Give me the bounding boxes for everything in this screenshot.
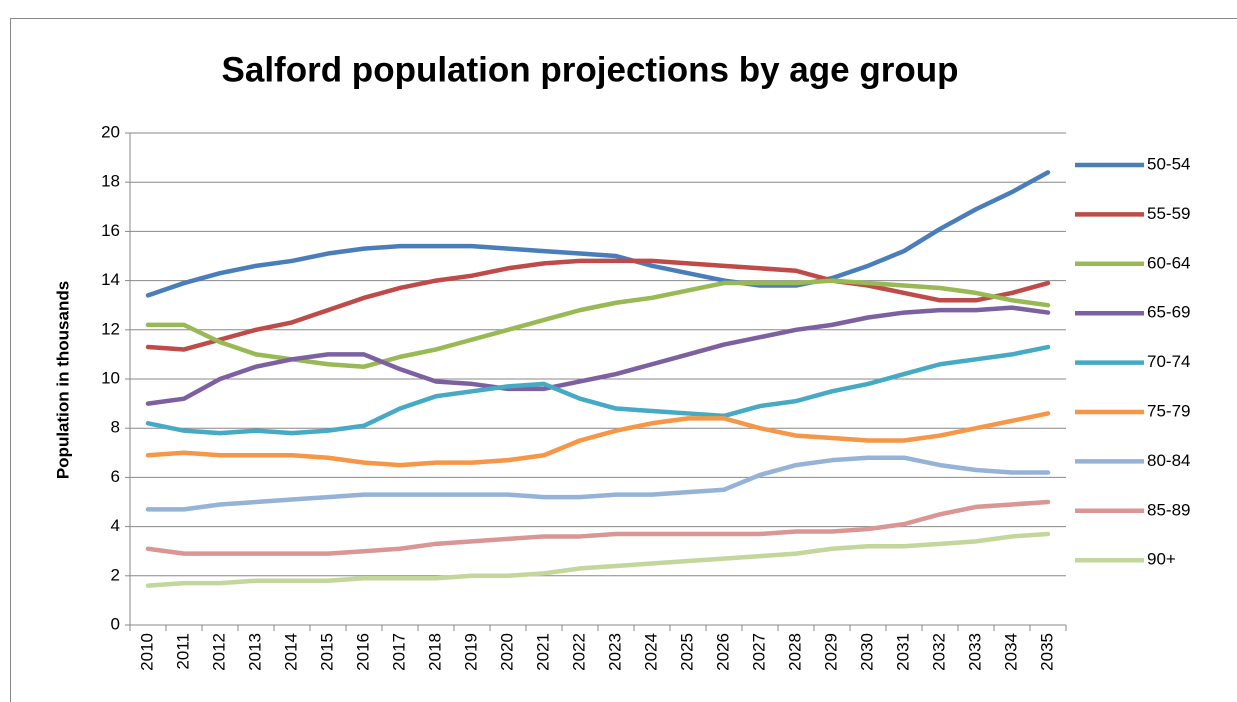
x-tick-label: 2032 [929, 633, 948, 671]
x-tick-label: 2028 [785, 633, 804, 671]
series-line [145, 455, 1051, 512]
x-tick-label: 2025 [677, 633, 696, 671]
x-tick-label: 2013 [245, 633, 264, 671]
x-tick-label: 2034 [1001, 633, 1020, 671]
y-tick-label: 12 [101, 319, 120, 338]
y-tick-label: 0 [111, 614, 120, 633]
series-line [145, 531, 1051, 588]
y-tick-label: 2 [111, 565, 120, 584]
y-tick-label: 18 [101, 172, 120, 191]
x-tick-label: 2030 [857, 633, 876, 671]
y-tick-label: 6 [111, 467, 120, 486]
legend-label: 60-64 [1147, 253, 1190, 272]
x-tick-label: 2019 [461, 633, 480, 671]
legend-label: 75-79 [1147, 401, 1190, 420]
x-tick-label: 2023 [605, 633, 624, 671]
legend-label: 90+ [1147, 550, 1176, 569]
x-tick-label: 2014 [281, 633, 300, 671]
series-line [145, 258, 1051, 352]
legend-label: 55-59 [1147, 204, 1190, 223]
series-line [145, 305, 1051, 406]
legend-label: 65-69 [1147, 303, 1190, 322]
x-tick-label: 2035 [1037, 633, 1056, 671]
x-tick-label: 2021 [533, 633, 552, 671]
chart-frame [10, 18, 1237, 702]
chart-title: Salford population projections by age gr… [222, 50, 959, 89]
y-tick-label: 10 [101, 368, 120, 387]
series-line [145, 344, 1051, 436]
x-tick-label: 2016 [353, 633, 372, 671]
y-tick-label: 14 [101, 270, 120, 289]
y-tick-label: 16 [101, 221, 120, 240]
x-tick-label: 2010 [137, 633, 156, 671]
series-line [145, 170, 1051, 298]
series-line [145, 499, 1051, 556]
legend-label: 50-54 [1147, 154, 1190, 173]
x-tick-label: 2012 [209, 633, 228, 671]
y-tick-label: 4 [111, 516, 120, 535]
x-tick-label: 2026 [713, 633, 732, 671]
x-tick-label: 2018 [425, 633, 444, 671]
x-tick-label: 2015 [317, 633, 336, 671]
x-tick-label: 2033 [965, 633, 984, 671]
y-tick-label: 8 [111, 418, 120, 437]
x-tick-label: 2022 [569, 633, 588, 671]
x-tick-label: 2017 [389, 633, 408, 671]
x-tick-label: 2029 [821, 633, 840, 671]
legend-label: 70-74 [1147, 352, 1190, 371]
legend-label: 85-89 [1147, 500, 1190, 519]
x-tick-label: 2024 [641, 633, 660, 671]
x-tick-label: 2011 [173, 633, 192, 670]
x-tick-label: 2031 [893, 633, 912, 671]
x-tick-label: 2027 [749, 633, 768, 671]
legend-label: 80-84 [1147, 451, 1190, 470]
y-axis-label: Population in thousands [53, 281, 72, 479]
series-line [145, 411, 1051, 468]
x-tick-label: 2020 [497, 633, 516, 671]
y-tick-label: 20 [101, 122, 120, 141]
